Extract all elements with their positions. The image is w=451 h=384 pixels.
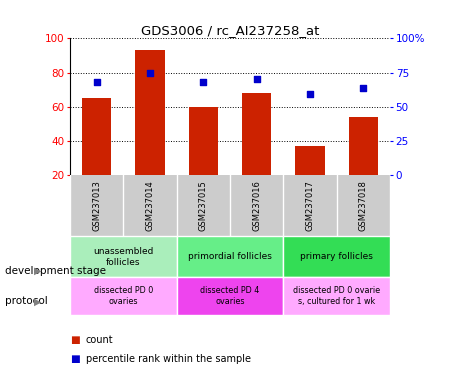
Bar — [135, 50, 165, 175]
Bar — [70, 237, 177, 277]
Point — [307, 91, 314, 98]
Point — [146, 70, 153, 76]
Bar — [242, 93, 272, 175]
Text: percentile rank within the sample: percentile rank within the sample — [86, 354, 251, 364]
Text: dissected PD 0 ovarie
s, cultured for 1 wk: dissected PD 0 ovarie s, cultured for 1 … — [293, 286, 380, 306]
Bar — [82, 98, 111, 175]
Text: dissected PD 0
ovaries: dissected PD 0 ovaries — [94, 286, 153, 306]
Bar — [349, 117, 378, 175]
Point — [253, 76, 260, 83]
Bar — [70, 277, 177, 315]
Text: unassembled
follicles: unassembled follicles — [93, 247, 153, 266]
Bar — [295, 146, 325, 175]
Bar — [283, 277, 390, 315]
Text: primary follicles: primary follicles — [300, 252, 373, 262]
Text: GSM237013: GSM237013 — [92, 180, 101, 231]
Text: count: count — [86, 335, 113, 345]
Text: ▶: ▶ — [34, 266, 41, 276]
Text: GSM237017: GSM237017 — [306, 180, 314, 231]
Text: primordial follicles: primordial follicles — [188, 252, 272, 262]
Text: development stage: development stage — [5, 266, 106, 276]
Text: GSM237018: GSM237018 — [359, 180, 368, 231]
Text: ■: ■ — [70, 335, 80, 345]
Point — [200, 79, 207, 85]
Point — [93, 79, 100, 85]
Text: protocol: protocol — [5, 296, 47, 306]
Text: GSM237015: GSM237015 — [199, 180, 208, 231]
Text: dissected PD 4
ovaries: dissected PD 4 ovaries — [200, 286, 260, 306]
Text: GSM237016: GSM237016 — [252, 180, 261, 231]
Bar — [189, 107, 218, 175]
Bar — [177, 237, 283, 277]
Title: GDS3006 / rc_AI237258_at: GDS3006 / rc_AI237258_at — [141, 24, 319, 37]
Text: ▶: ▶ — [34, 296, 41, 306]
Bar — [177, 277, 283, 315]
Text: GSM237014: GSM237014 — [146, 180, 154, 231]
Bar — [283, 237, 390, 277]
Point — [360, 84, 367, 91]
Text: ■: ■ — [70, 354, 80, 364]
